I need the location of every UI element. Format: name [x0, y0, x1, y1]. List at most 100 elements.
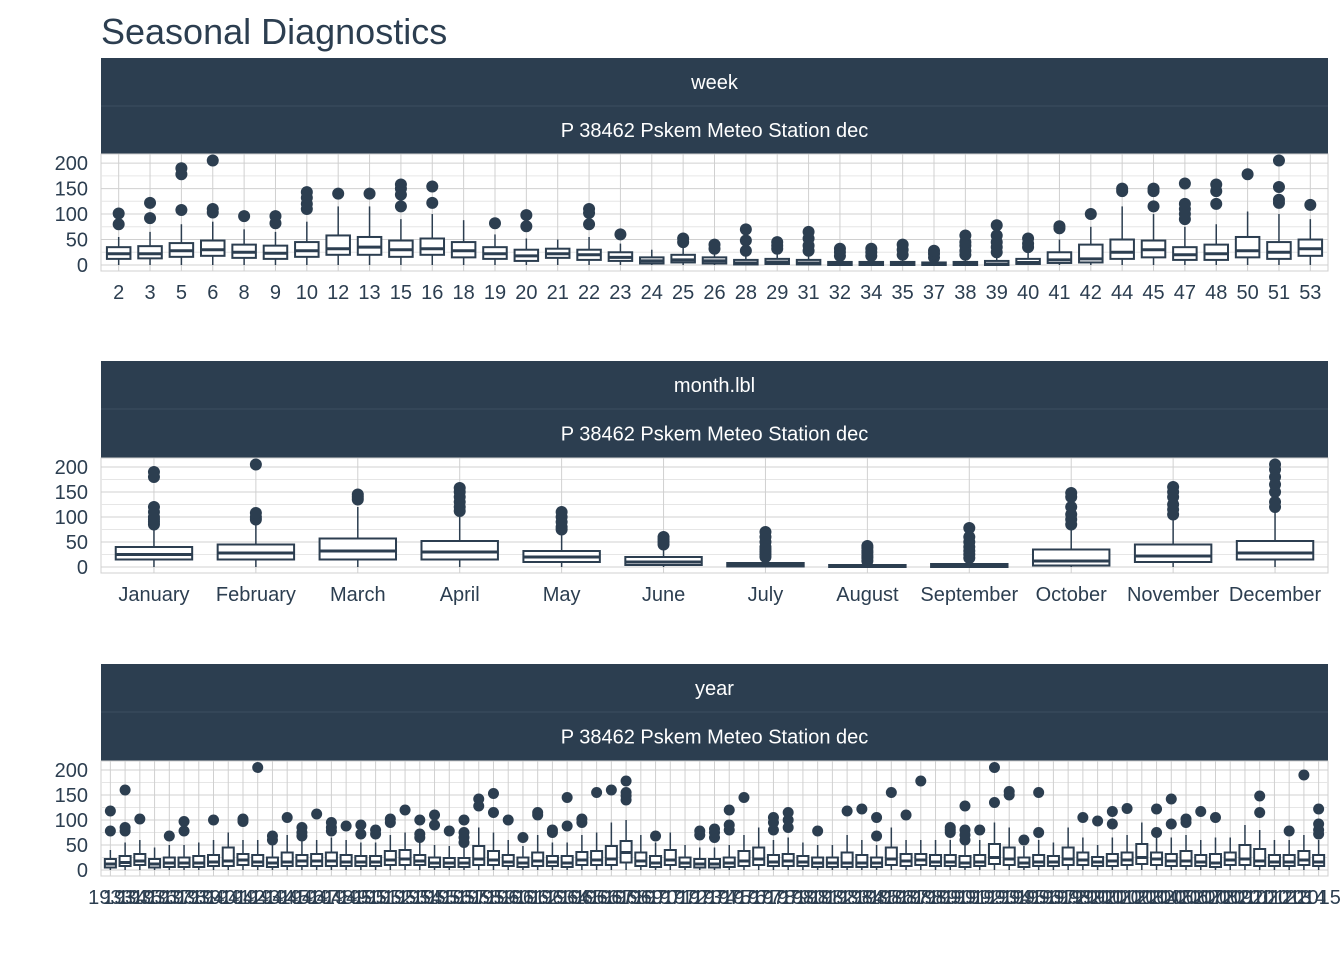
box-body [884, 846, 898, 866]
x-tick-label: 41 [1048, 282, 1070, 304]
box-1995 [1017, 834, 1031, 870]
box-body [318, 537, 398, 561]
outlier-point [963, 531, 976, 543]
x-tick-label: 9 [270, 282, 281, 304]
box-1957 [457, 814, 471, 870]
outlier-point [144, 196, 157, 209]
box-body [325, 234, 351, 256]
y-tick-label: 50 [66, 835, 88, 857]
box-2014 [1297, 769, 1311, 870]
outlier-point [112, 218, 125, 231]
box-1993 [987, 762, 1001, 870]
outlier-point [1065, 487, 1078, 499]
outlier-point [175, 162, 188, 175]
outlier-point [546, 824, 558, 836]
box-1999 [1076, 812, 1090, 870]
x-tick-label: 1984 [840, 887, 885, 909]
y-tick-label: 100 [55, 810, 88, 832]
series-strip-label: P 38462 Pskem Meteo Station dec [561, 727, 869, 749]
box-1964 [560, 792, 574, 870]
box-21 [544, 239, 571, 265]
outlier-point [723, 819, 735, 831]
x-tick-label: 1943 [235, 887, 280, 909]
x-tick-label: 1944 [250, 887, 295, 909]
x-tick-label: 1973 [678, 887, 723, 909]
outlier-point [1254, 807, 1266, 818]
x-tick-label: 1966 [574, 887, 619, 909]
box-32 [827, 242, 853, 267]
outlier-point [1254, 790, 1266, 802]
outlier-point [1210, 197, 1223, 210]
x-tick-label: 53 [1299, 282, 1321, 304]
outlier-point [112, 207, 125, 220]
box-April [420, 482, 499, 567]
box-1981 [811, 825, 825, 870]
outlier-point [532, 807, 544, 818]
x-tick-label: 2009 [1208, 887, 1253, 909]
outlier-point [394, 200, 407, 213]
outlier-point [340, 820, 352, 832]
x-tick-label: 1992 [957, 887, 1002, 909]
outlier-point [723, 804, 735, 816]
plot-area [100, 457, 1329, 574]
x-tick-label: 2010 [1223, 887, 1268, 909]
outlier-point [1241, 168, 1254, 181]
box-3 [137, 196, 163, 265]
outlier-point [885, 787, 897, 798]
outlier-point [1304, 198, 1317, 211]
outlier-point [1195, 806, 1207, 817]
outlier-point [812, 825, 824, 837]
box-2011 [1253, 790, 1267, 870]
outlier-point [759, 526, 772, 538]
box-1940 [206, 814, 221, 870]
x-tick-label: 1990 [928, 887, 973, 909]
outlier-point [928, 244, 941, 257]
box-1985 [870, 812, 884, 870]
outlier-point [1272, 154, 1285, 167]
box-body [1031, 548, 1111, 567]
facet-panel-month-lbl: month.lbl P 38462 Pskem Meteo Station dec… [55, 361, 1329, 606]
x-tick-label: 1968 [604, 887, 649, 909]
outlier-point [355, 819, 367, 831]
x-tick-label: 1936 [132, 887, 177, 909]
x-tick-label: 1933 [88, 887, 133, 909]
outlier-point [458, 827, 470, 838]
x-tick-label: 1942 [221, 887, 266, 909]
facet-strip [101, 58, 1328, 106]
outlier-point [147, 501, 160, 513]
outlier-point [833, 242, 846, 255]
x-tick-label: 47 [1174, 282, 1196, 304]
box-47 [1172, 177, 1198, 265]
box-body [1046, 251, 1073, 264]
outlier-point [269, 210, 282, 223]
outlier-point [959, 824, 971, 836]
box-1986 [884, 787, 898, 870]
outlier-point [767, 812, 779, 823]
outlier-point [708, 238, 721, 251]
outlier-point [1147, 182, 1160, 195]
box-body [987, 843, 1001, 865]
box-20 [513, 209, 540, 265]
x-tick-label: 18 [453, 282, 475, 304]
x-tick-label: 26 [703, 282, 725, 304]
box-2001 [1105, 806, 1119, 870]
outlier-point [694, 825, 706, 837]
series-strip [101, 106, 1328, 154]
box-1938 [177, 816, 191, 870]
box-body [1235, 540, 1315, 561]
outlier-point [238, 210, 251, 223]
outlier-point [963, 522, 976, 534]
outlier-point [561, 820, 573, 832]
box-body [1208, 853, 1223, 868]
outlier-point [1106, 818, 1118, 830]
box-1980 [796, 842, 810, 870]
outlier-point [206, 202, 219, 215]
x-tick-label: 1954 [398, 887, 443, 909]
x-tick-label: 2015 [1296, 887, 1341, 909]
x-tick-label: 35 [892, 282, 914, 304]
x-tick-label: 2007 [1179, 887, 1224, 909]
box-1955 [428, 809, 442, 870]
chart-title: Seasonal Diagnostics [101, 11, 448, 52]
x-tick-label: 1997 [1031, 887, 1076, 909]
y-tick-label: 200 [55, 153, 88, 175]
